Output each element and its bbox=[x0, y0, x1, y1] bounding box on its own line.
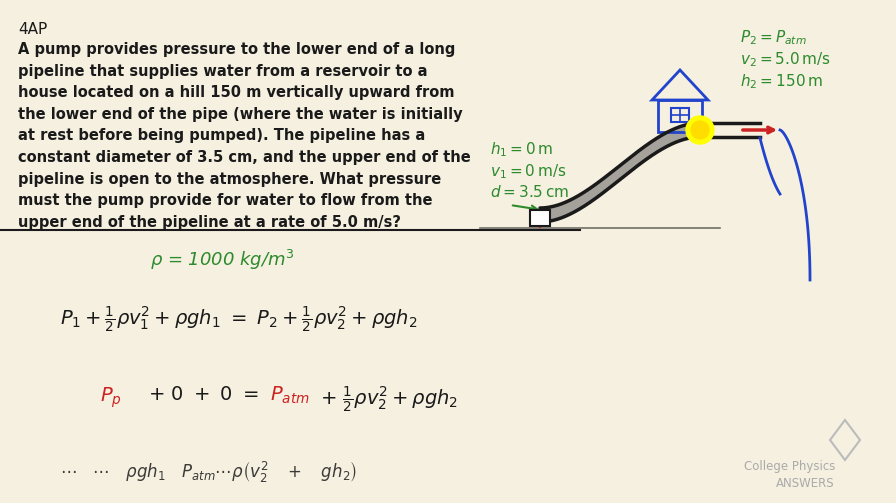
Bar bbox=[671, 108, 689, 122]
Text: A pump provides pressure to the lower end of a long
pipeline that supplies water: A pump provides pressure to the lower en… bbox=[18, 42, 470, 230]
Text: $+ \ 0 \ + \ 0 \ = $: $+ \ 0 \ + \ 0 \ = $ bbox=[148, 385, 259, 404]
Text: $P_2 = P_{atm}$: $P_2 = P_{atm}$ bbox=[740, 28, 806, 47]
Text: $P_p$: $P_p$ bbox=[100, 385, 122, 409]
Text: $d = 3.5\,\mathrm{cm}$: $d = 3.5\,\mathrm{cm}$ bbox=[490, 184, 569, 200]
Text: $P_{atm}$: $P_{atm}$ bbox=[270, 385, 310, 406]
Text: $v_1 = 0\,\mathrm{m/s}$: $v_1 = 0\,\mathrm{m/s}$ bbox=[490, 162, 566, 181]
Polygon shape bbox=[540, 123, 700, 222]
Text: $h_2 = 150\,\mathrm{m}$: $h_2 = 150\,\mathrm{m}$ bbox=[740, 72, 823, 91]
Circle shape bbox=[691, 121, 709, 139]
Text: $+ \ \frac{1}{2}\rho v_2^2 + \rho g h_2$: $+ \ \frac{1}{2}\rho v_2^2 + \rho g h_2$ bbox=[320, 385, 458, 415]
Text: 4AP: 4AP bbox=[18, 22, 47, 37]
Text: College Physics
ANSWERS: College Physics ANSWERS bbox=[744, 460, 835, 490]
Bar bbox=[658, 100, 702, 132]
Circle shape bbox=[686, 116, 714, 144]
Text: $\cdots \quad \cdots \quad \rho g h_1 \quad P_{atm} \cdots \rho \left(v_2^2 \qua: $\cdots \quad \cdots \quad \rho g h_1 \q… bbox=[60, 460, 358, 485]
Bar bbox=[530, 210, 550, 226]
Text: $v_2 = 5.0\,\mathrm{m/s}$: $v_2 = 5.0\,\mathrm{m/s}$ bbox=[740, 50, 831, 69]
Text: $P_1 + \frac{1}{2}\rho v_1^2 + \rho g h_1$$\ =\ $$P_2 + \frac{1}{2}\rho v_2^2 + : $P_1 + \frac{1}{2}\rho v_1^2 + \rho g h_… bbox=[60, 305, 418, 335]
Text: $\rho$ = 1000 kg/m$^3$: $\rho$ = 1000 kg/m$^3$ bbox=[150, 248, 294, 272]
Text: $h_1 = 0\,\mathrm{m}$: $h_1 = 0\,\mathrm{m}$ bbox=[490, 140, 554, 159]
